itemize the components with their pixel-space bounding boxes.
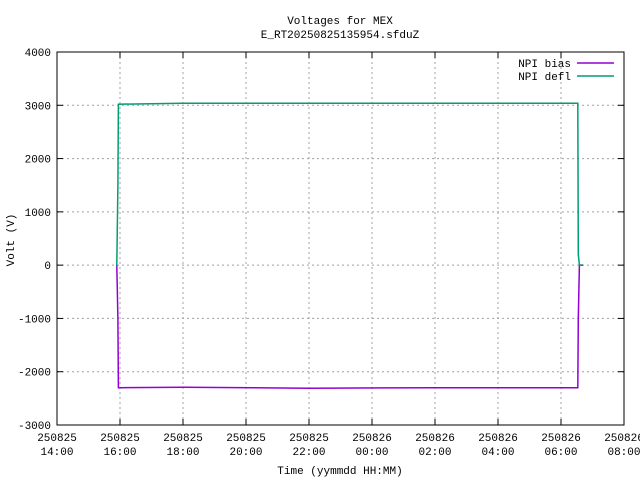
x-tick-label: 250826 [415,433,455,445]
y-tick-label: 2000 [25,155,51,167]
x-axis-label: Time (yymmdd HH:MM) [277,466,402,478]
x-tick-label: 250825 [163,433,203,445]
x-tick-label: 04:00 [481,447,514,459]
y-tick-label: 4000 [25,48,51,60]
y-tick-label: 1000 [25,208,51,220]
x-tick-label: 02:00 [418,447,451,459]
x-tick-label: 22:00 [292,447,325,459]
x-tick-label: 16:00 [103,447,136,459]
x-tick-label: 250826 [352,433,392,445]
x-tick-label: 14:00 [40,447,73,459]
series-line [116,264,584,389]
y-tick-label: -2000 [18,368,51,380]
x-tick-label: 00:00 [355,447,388,459]
y-tick-label: -1000 [18,314,51,326]
x-tick-label: 250825 [226,433,266,445]
x-tick-label: 250826 [604,433,640,445]
x-tick-label: 06:00 [544,447,577,459]
series-line [116,102,584,266]
legend-label: NPI defl [518,72,571,84]
x-tick-label: 250825 [289,433,329,445]
x-tick-label: 18:00 [166,447,199,459]
y-tick-label: -3000 [18,421,51,433]
y-tick-label: 0 [44,261,51,273]
x-tick-label: 08:00 [607,447,640,459]
x-tick-label: 250825 [100,433,140,445]
x-tick-label: 250826 [478,433,518,445]
chart-title: Voltages for MEX [287,16,393,28]
x-tick-label: 20:00 [229,447,262,459]
y-axis-label: Volt (V) [6,214,18,267]
plot-frame [56,51,625,426]
legend-label: NPI bias [518,59,571,71]
y-tick-label: 3000 [25,101,51,113]
chart-subtitle: E_RT20250825135954.sfduZ [261,30,420,42]
x-tick-label: 250826 [541,433,581,445]
x-tick-label: 250825 [37,433,77,445]
